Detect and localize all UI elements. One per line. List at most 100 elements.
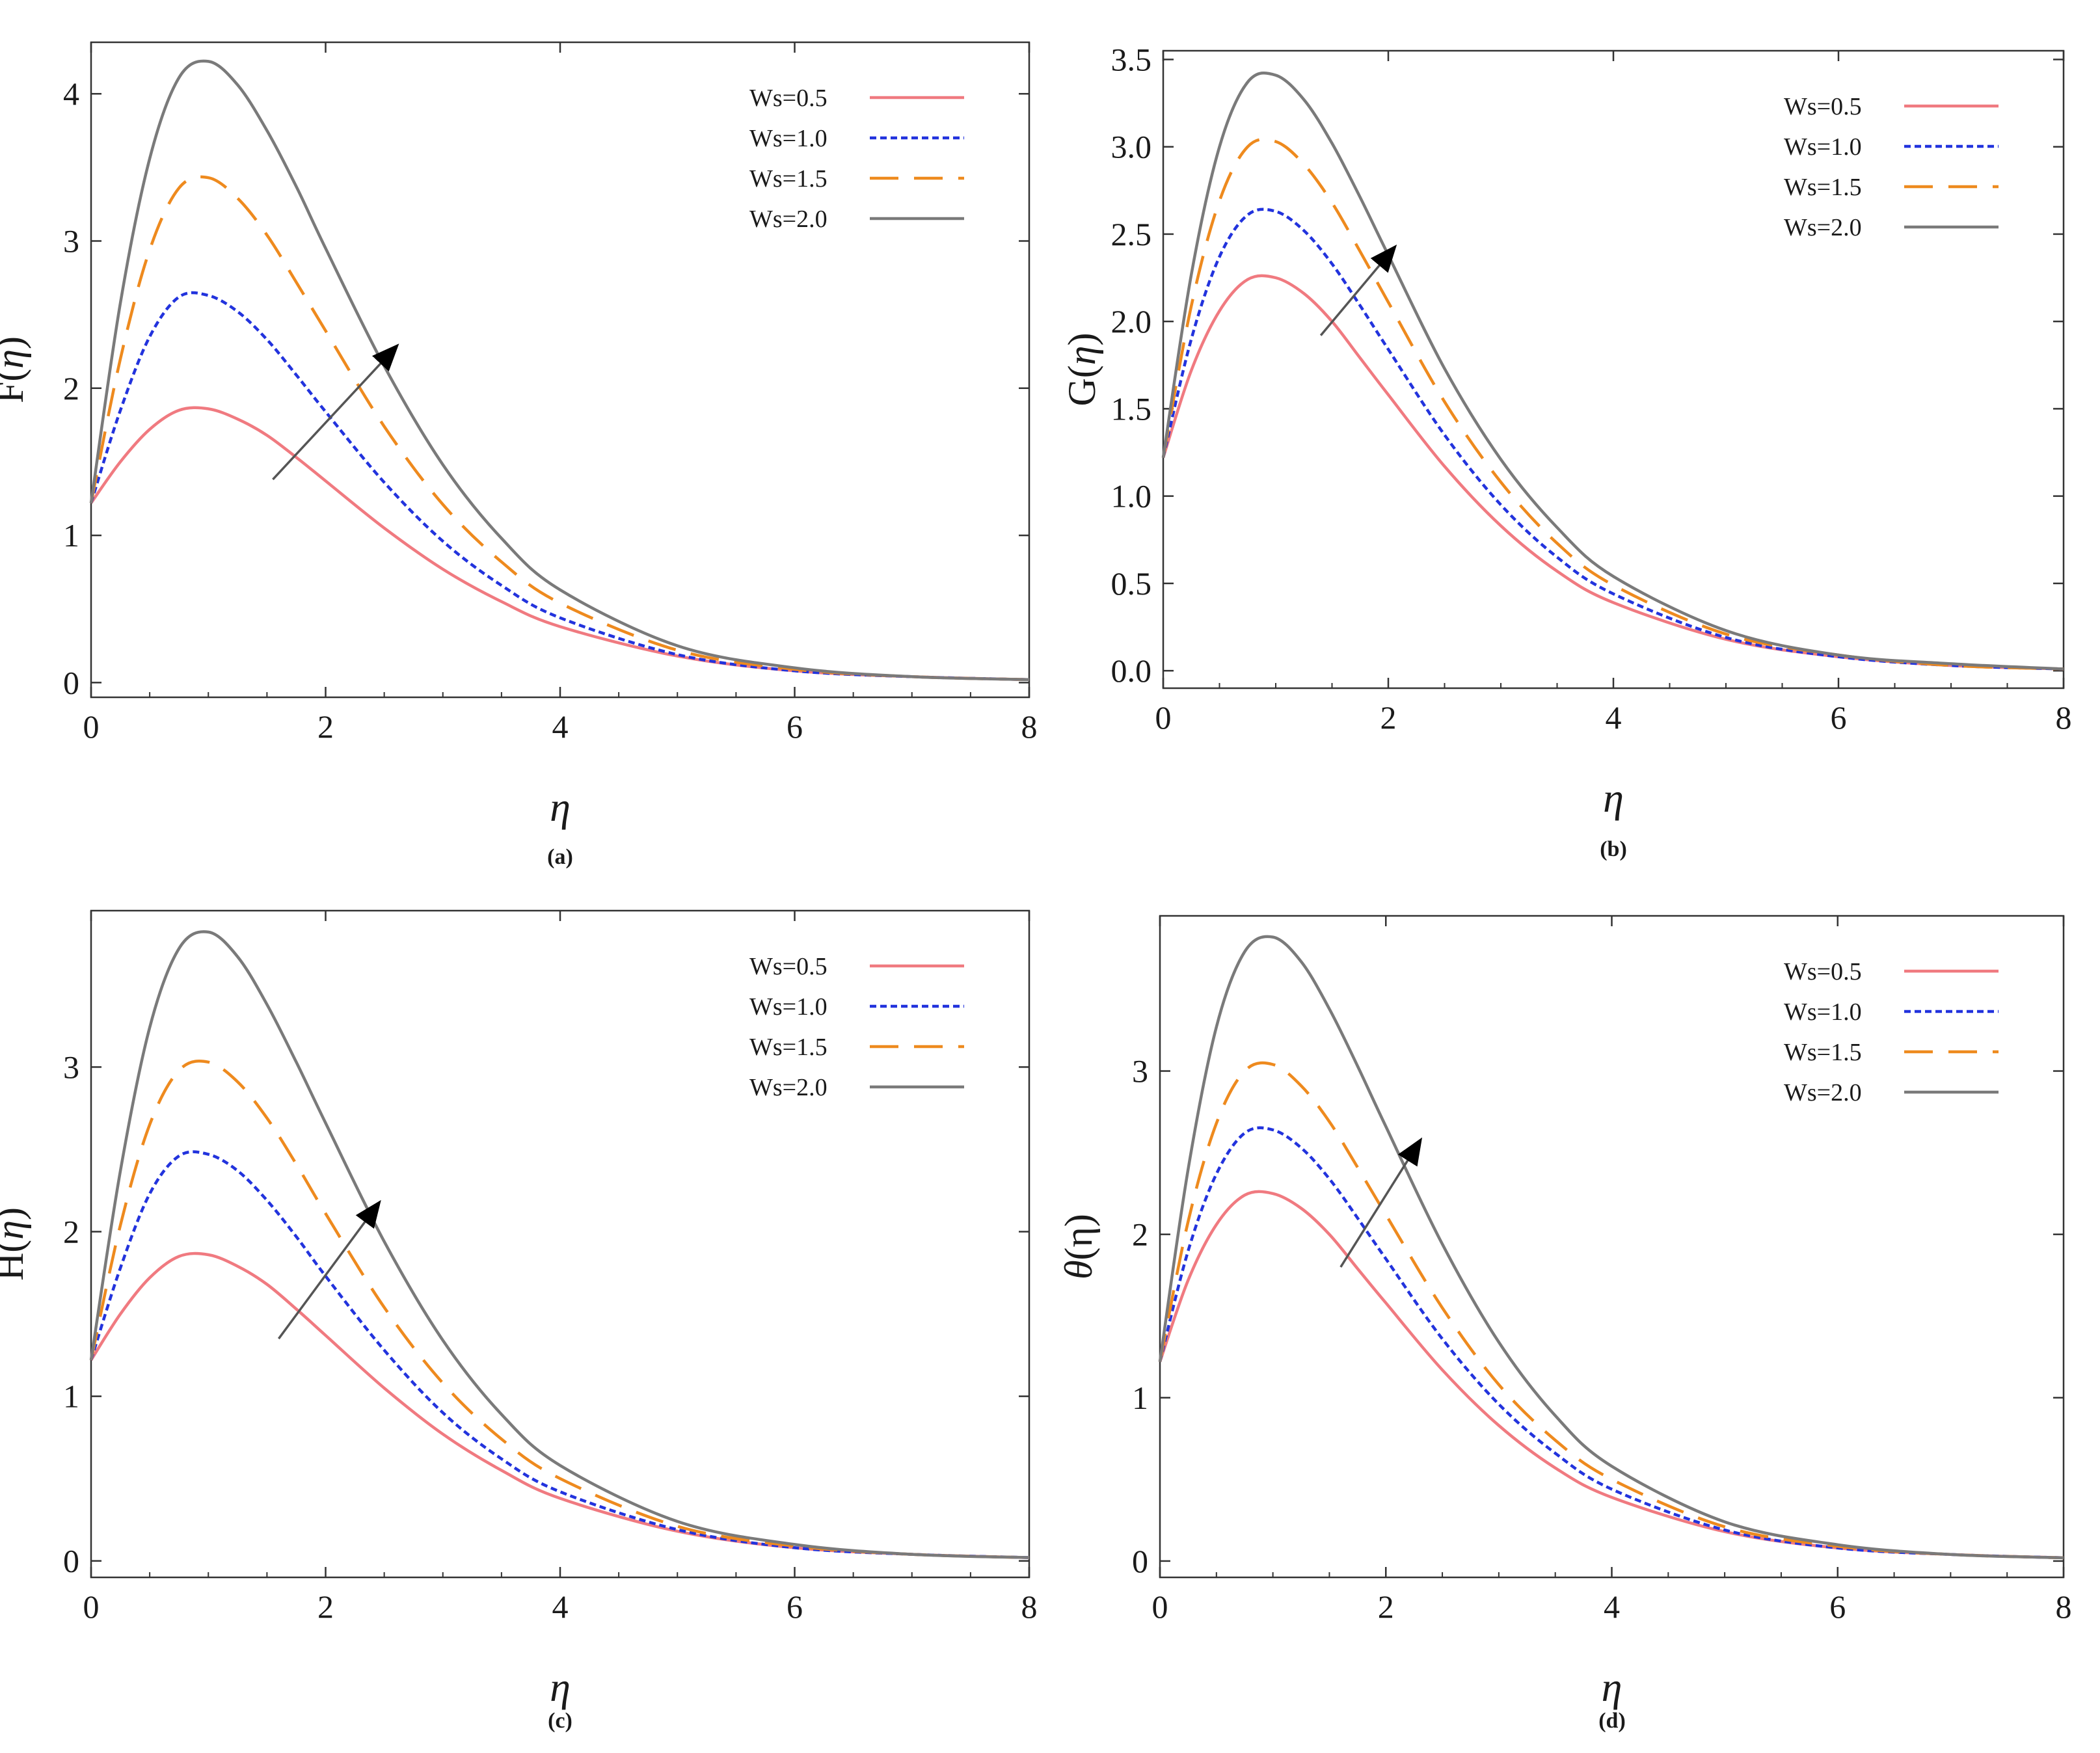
y-axis-label-suffix: ) <box>0 1207 31 1220</box>
y-axis-label-symbol: η <box>1060 345 1103 365</box>
legend-label: Ws=1.5 <box>749 165 828 193</box>
legend-label: Ws=1.0 <box>1784 133 1862 161</box>
legend-label: Ws=1.5 <box>1784 174 1862 201</box>
series-line-ws-0-5 <box>90 406 1030 682</box>
panel-caption: (c) <box>548 1709 572 1733</box>
legend-label: Ws=2.0 <box>749 1074 828 1101</box>
y-tick-label: 1 <box>1132 1380 1148 1416</box>
y-tick-label: 0 <box>1132 1543 1148 1579</box>
series-line-ws-1-0 <box>1161 207 2064 671</box>
legend-label: Ws=1.0 <box>749 125 828 152</box>
x-tick-label: 4 <box>552 708 569 745</box>
x-tick-label: 2 <box>1378 1588 1394 1625</box>
x-tick-label: 6 <box>787 1588 803 1625</box>
x-axis-label: η <box>1602 1664 1622 1710</box>
legend-label: Ws=1.0 <box>749 993 828 1021</box>
y-tick-label: 4 <box>63 75 79 112</box>
trend-arrow <box>1339 1137 1423 1268</box>
y-axis-label-suffix: (η) <box>1057 1214 1100 1260</box>
series-line-ws-0-5 <box>1158 1190 2064 1560</box>
x-tick-label: 8 <box>2056 699 2072 736</box>
y-axis-label: θ(η) <box>1057 1214 1100 1279</box>
series-line-ws-1-5 <box>1161 137 2064 671</box>
y-axis-label: H(η) <box>0 1207 31 1281</box>
series-line-ws-2-0 <box>89 59 1030 682</box>
legend-label: Ws=0.5 <box>749 953 828 980</box>
y-tick-label: 3 <box>63 222 79 259</box>
y-axis-label: G(η) <box>1060 332 1103 406</box>
legend-label: Ws=2.0 <box>749 206 828 233</box>
trend-arrow <box>277 1199 381 1340</box>
y-tick-label: 1.5 <box>1111 390 1152 427</box>
series-line-ws-1-0 <box>89 1150 1030 1559</box>
series-line-ws-1-0 <box>1158 1126 2064 1560</box>
series-line-ws-2-0 <box>1158 935 2064 1560</box>
y-tick-label: 0 <box>63 1543 79 1579</box>
trend-arrow <box>1319 245 1397 336</box>
y-axis-label-symbol: η <box>0 1220 31 1240</box>
x-tick-label: 8 <box>2056 1588 2072 1625</box>
legend-label: Ws=2.0 <box>1784 1079 1862 1106</box>
legend-label: Ws=1.5 <box>749 1034 828 1061</box>
x-tick-label: 0 <box>83 1588 100 1625</box>
y-tick-label: 2.5 <box>1111 216 1152 252</box>
legend-label: Ws=0.5 <box>1784 958 1862 985</box>
x-tick-label: 0 <box>1152 1588 1168 1625</box>
series-line-ws-0-5 <box>90 1251 1030 1559</box>
y-axis-label-prefix: H( <box>0 1240 31 1281</box>
y-axis-label-suffix: ) <box>1060 332 1103 345</box>
y-tick-label: 3.0 <box>1111 129 1152 165</box>
y-tick-label: 1 <box>63 1378 79 1415</box>
x-tick-label: 6 <box>787 708 803 745</box>
y-axis-label-prefix: G( <box>1060 365 1103 406</box>
y-tick-label: 2 <box>63 1214 79 1250</box>
x-tick-label: 4 <box>1606 699 1622 736</box>
legend-label: Ws=0.5 <box>1784 93 1862 120</box>
y-axis-label-prefix: F( <box>0 369 31 403</box>
legend-label: Ws=1.0 <box>1784 998 1862 1026</box>
x-tick-label: 8 <box>1021 708 1038 745</box>
legend-label: Ws=1.5 <box>1784 1039 1862 1066</box>
x-tick-label: 2 <box>317 708 334 745</box>
y-tick-label: 3 <box>1132 1053 1148 1090</box>
series-line-ws-1-5 <box>1158 1061 2064 1560</box>
panel-caption: (d) <box>1598 1709 1626 1733</box>
y-axis-label-symbol: θ <box>1057 1260 1100 1279</box>
x-axis-label: η <box>550 1664 571 1710</box>
y-tick-label: 3.5 <box>1111 41 1152 77</box>
y-tick-label: 1.0 <box>1111 478 1152 515</box>
y-tick-label: 2 <box>1132 1216 1148 1253</box>
plot-frame <box>90 41 1030 699</box>
series-line-ws-1-5 <box>89 175 1030 682</box>
x-tick-label: 2 <box>1380 699 1397 736</box>
legend-label: Ws=0.5 <box>749 85 828 112</box>
x-tick-label: 2 <box>317 1588 334 1625</box>
trend-arrow <box>272 343 399 481</box>
series-line-ws-0-5 <box>1161 274 2064 671</box>
series-line-ws-2-0 <box>89 930 1030 1559</box>
x-tick-label: 6 <box>1831 699 1847 736</box>
y-tick-label: 0 <box>63 664 79 701</box>
y-tick-label: 2 <box>63 370 79 407</box>
y-tick-label: 3 <box>63 1049 79 1085</box>
x-tick-label: 8 <box>1021 1588 1038 1625</box>
y-axis-label: F(η) <box>0 336 31 403</box>
series-line-ws-2-0 <box>1161 71 2064 671</box>
y-tick-label: 2.0 <box>1111 303 1152 340</box>
chart-panel-b: 0 2 4 6 80.00.51.01.52.02.53.03.5ηG(η)Ws=0.5… <box>1060 41 2072 861</box>
y-tick-label: 1 <box>63 517 79 554</box>
series-line-ws-1-0 <box>89 291 1030 682</box>
x-axis-label: η <box>1603 775 1624 821</box>
panel-caption: (b) <box>1600 837 1627 861</box>
y-axis-label-symbol: η <box>0 349 31 369</box>
x-axis-label: η <box>550 784 571 830</box>
y-axis-label-suffix: ) <box>0 336 31 349</box>
x-tick-label: 0 <box>1155 699 1172 736</box>
y-tick-label: 0.0 <box>1111 652 1152 689</box>
panel-caption: (a) <box>547 845 573 869</box>
y-tick-label: 0.5 <box>1111 565 1152 602</box>
plot-frame <box>1159 915 2065 1579</box>
x-tick-label: 4 <box>1604 1588 1620 1625</box>
